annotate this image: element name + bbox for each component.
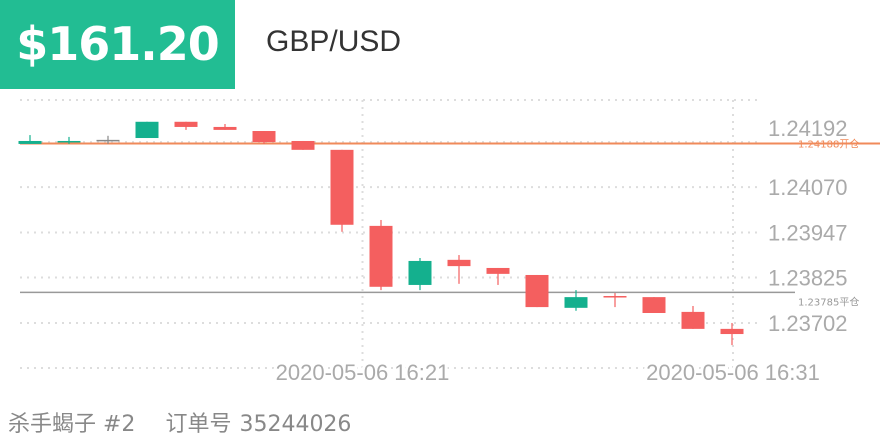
- candle-body: [603, 296, 627, 298]
- candle-body: [642, 297, 666, 313]
- strategy-name: 杀手蝎子 #2: [8, 412, 136, 437]
- candle-body: [135, 121, 159, 139]
- y-tick-label: 1.24192: [768, 116, 848, 141]
- candle-body: [213, 126, 237, 130]
- x-tick-label: 2020-05-06 16:31: [646, 360, 820, 385]
- candle-body: [525, 274, 549, 308]
- symbol-title: GBP/USD: [266, 25, 402, 58]
- candle-body: [57, 140, 81, 143]
- profit-badge: $161.20: [0, 0, 235, 89]
- candle-body: [408, 260, 432, 285]
- candle-body: [564, 297, 588, 308]
- order-label: 订单号: [165, 412, 232, 437]
- candle-body: [720, 328, 744, 335]
- candle-body: [330, 149, 354, 225]
- candle-body: [291, 140, 315, 150]
- y-tick-label: 1.23825: [768, 266, 848, 291]
- y-tick-label: 1.23947: [768, 221, 848, 246]
- candle-body: [96, 139, 120, 142]
- y-tick-label: 1.23702: [768, 311, 848, 336]
- order-number: 35244026: [239, 412, 352, 437]
- reference-label-open: 1.24188开仓: [798, 138, 859, 151]
- x-tick-label: 2020-05-06 16:21: [276, 360, 450, 385]
- reference-label-close: 1.23785平仓: [798, 295, 859, 308]
- candle-body: [369, 225, 393, 287]
- candlestick-chart: 1.24192 1.24070 1.23947 1.23825 1.23702 2020-…: [18, 99, 880, 385]
- order-info: 杀手蝎子 #2 订单号 35244026: [8, 406, 351, 438]
- candle-body: [681, 311, 705, 329]
- candle-body: [174, 121, 198, 127]
- candle-body: [447, 259, 471, 267]
- candle-body: [18, 140, 42, 144]
- y-tick-label: 1.24070: [768, 175, 848, 200]
- candle-body: [486, 267, 510, 274]
- candle-body: [252, 131, 276, 143]
